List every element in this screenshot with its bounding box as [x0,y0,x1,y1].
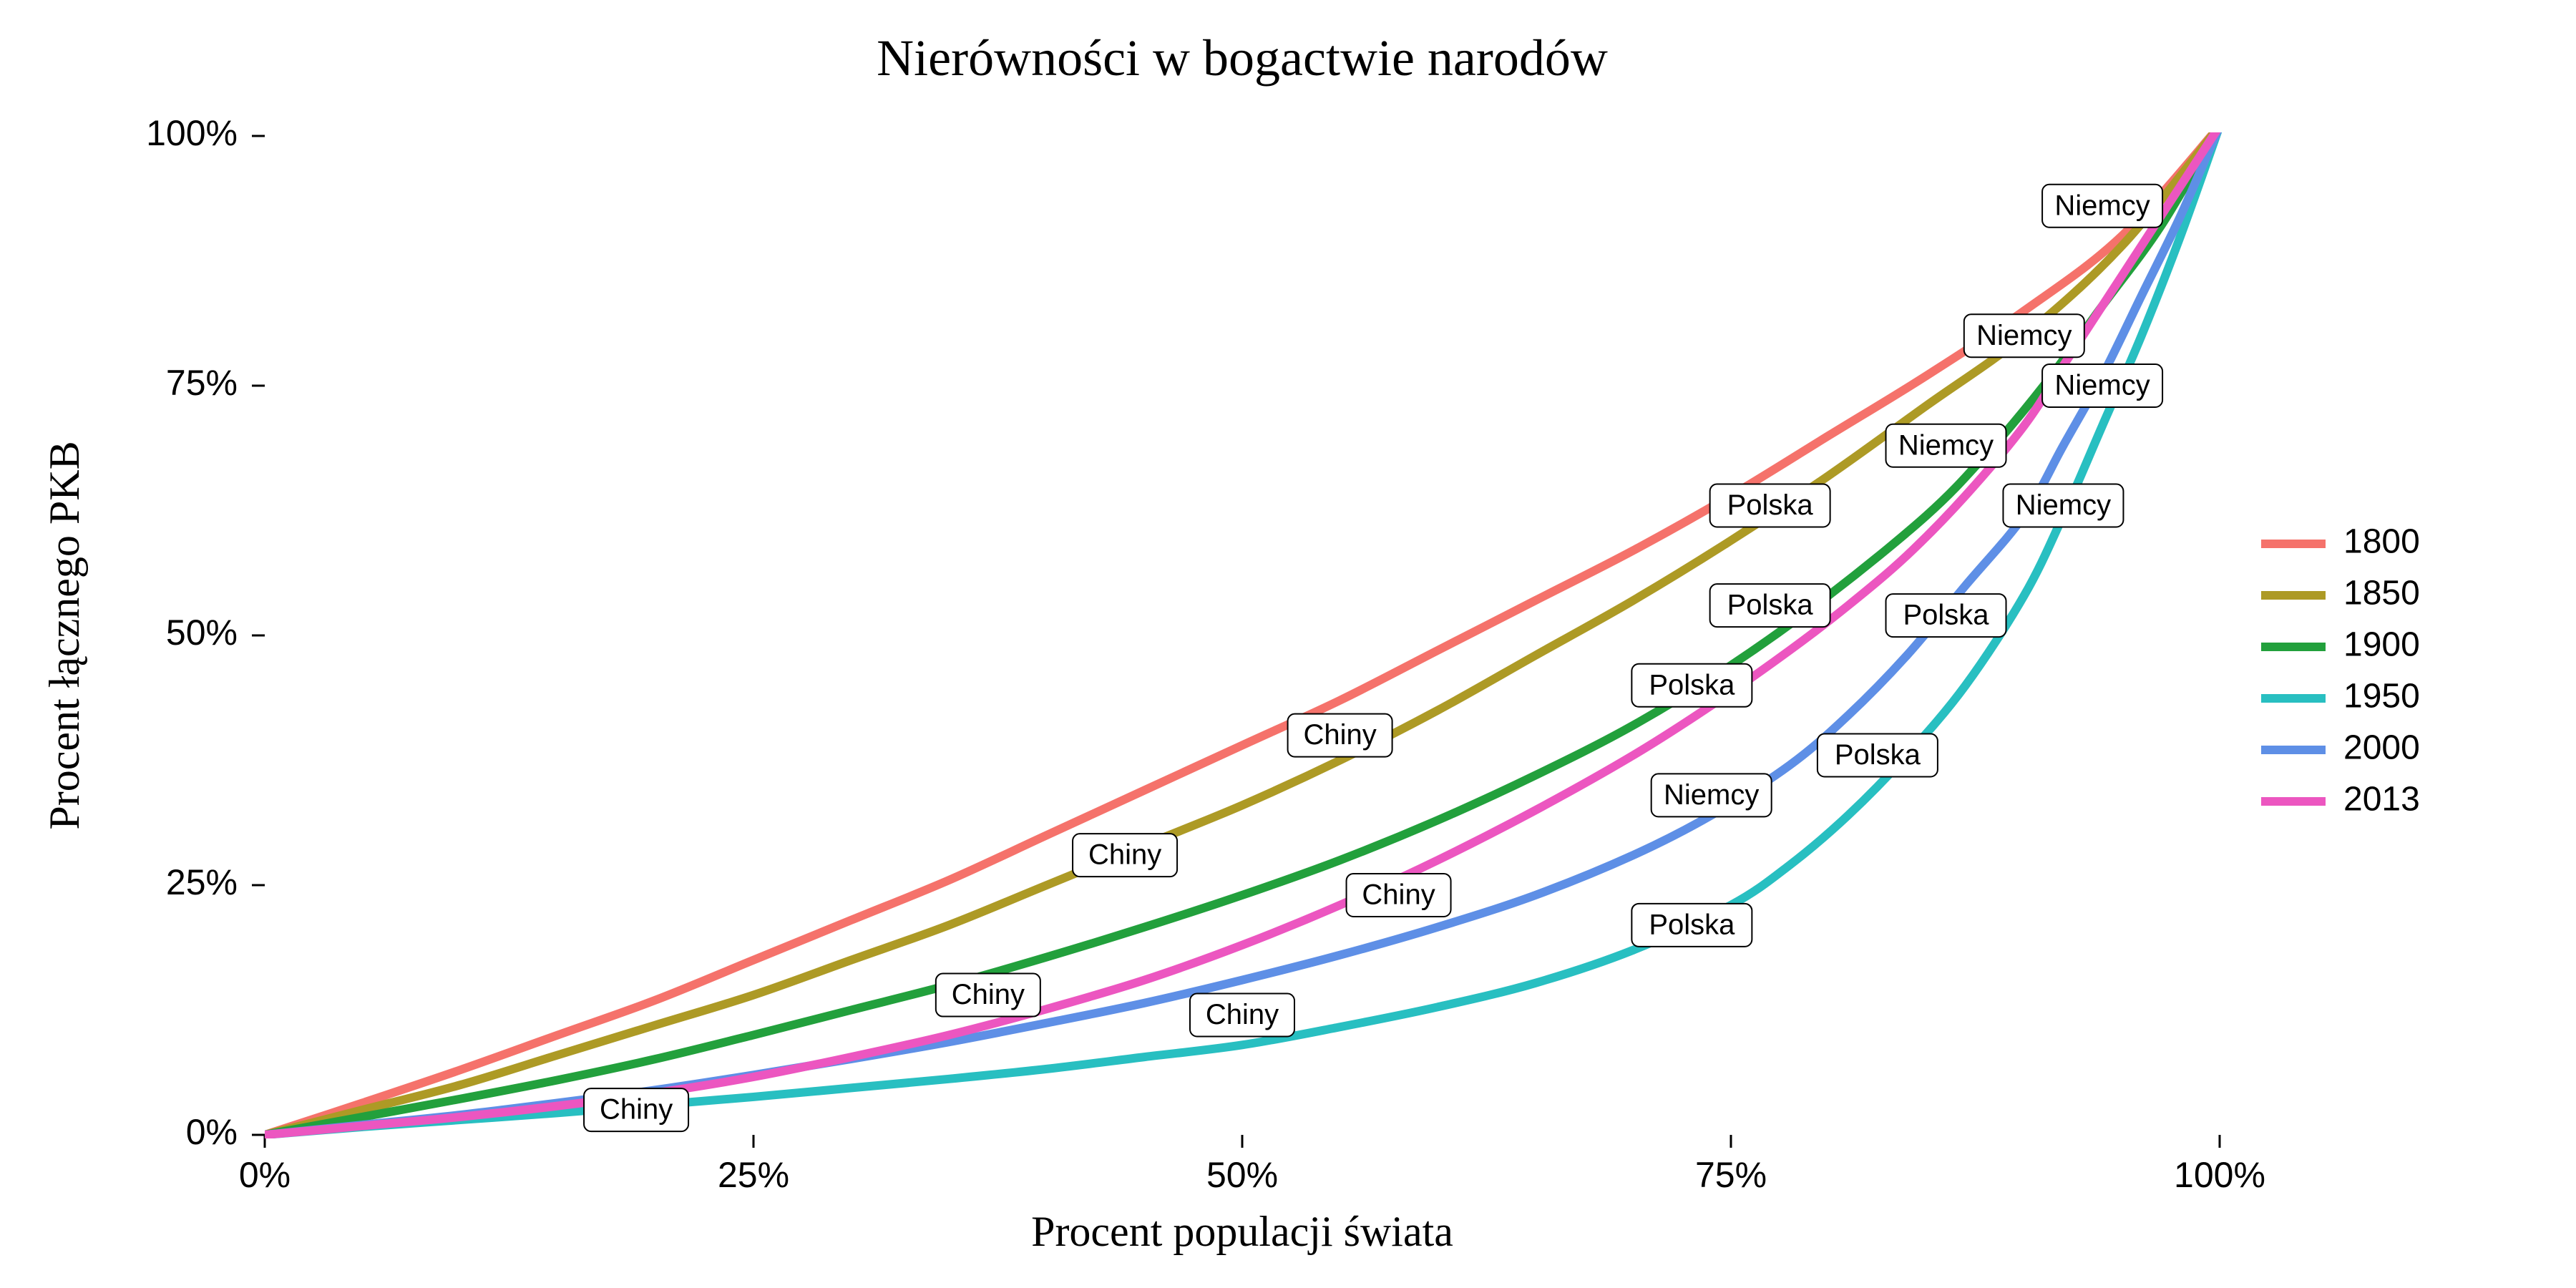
annotation-label: Polska [1727,590,1814,621]
legend-label: 2013 [2343,781,2420,819]
annotation-label: Niemcy [2054,190,2150,221]
annotation-label: Niemcy [1664,779,1759,811]
annotation-label: Polska [1649,669,1735,701]
annotation-label: Chiny [1362,879,1435,911]
annotation: Polska [1818,734,1938,777]
legend-label: 1800 [2343,523,2420,561]
annotation: Polska [1710,584,1830,627]
x-axis-label: Procent populacji świata [1031,1208,1453,1255]
annotation-label: Niemcy [2054,370,2150,401]
chart-container: Nierówności w bogactwie narodów 0% 25% 50% 7… [0,0,2576,1288]
annotation-label: Niemcy [2016,489,2111,521]
annotation-label: Chiny [1206,999,1279,1030]
y-tick-label: 75% [166,363,238,403]
annotation: Polska [1886,594,2006,637]
annotation: Polska [1710,484,1830,527]
annotation: Chiny [1288,714,1392,757]
x-tick-label: 75% [1695,1155,1767,1195]
annotation-label: Niemcy [1898,429,1994,461]
annotation: Niemcy [1964,314,2084,357]
y-tick-label: 0% [186,1112,238,1152]
annotation: Polska [1631,664,1752,707]
annotation: Chiny [936,974,1040,1017]
annotation-label: Polska [1727,489,1814,521]
annotation: Polska [1631,904,1752,947]
chart-title: Nierówności w bogactwie narodów [877,29,1608,87]
annotation-label: Chiny [1088,839,1161,871]
annotation-label: Chiny [1303,719,1376,751]
annotation-label: Polska [1903,600,1989,631]
annotation-label: Niemcy [1976,320,2072,351]
legend-label: 1950 [2343,678,2420,716]
annotation: Niemcy [2003,484,2123,527]
lorenz-chart: Nierówności w bogactwie narodów 0% 25% 50% 7… [0,0,2576,1288]
y-tick-label: 100% [146,113,238,153]
annotation: Chiny [584,1088,688,1131]
y-tick-label: 50% [166,613,238,653]
y-tick-label: 25% [166,862,238,902]
legend-label: 1850 [2343,575,2420,613]
annotation: Niemcy [2042,185,2162,228]
annotation-label: Chiny [952,979,1025,1010]
x-tick-label: 25% [718,1155,789,1195]
annotation: Chiny [1190,993,1294,1036]
annotation: Chiny [1073,834,1177,877]
annotation: Chiny [1347,874,1451,917]
x-tick-label: 50% [1206,1155,1278,1195]
x-tick-label: 100% [2174,1155,2265,1195]
annotation: Niemcy [1886,424,2006,467]
y-axis-label: Procent łącznego PKB [41,441,88,829]
legend-label: 2000 [2343,729,2420,767]
annotation-label: Polska [1649,909,1735,940]
legend-label: 1900 [2343,626,2420,664]
annotation: Niemcy [2042,364,2162,407]
annotation-label: Chiny [600,1094,673,1126]
x-tick-label: 0% [239,1155,291,1195]
annotation-label: Polska [1835,739,1921,771]
annotation: Niemcy [1652,774,1772,816]
